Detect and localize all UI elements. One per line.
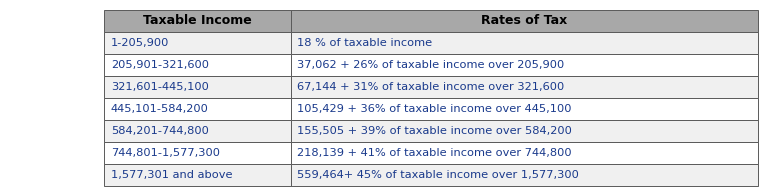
Text: Rates of Tax: Rates of Tax — [481, 14, 567, 27]
Text: 105,429 + 36% of taxable income over 445,100: 105,429 + 36% of taxable income over 445… — [297, 104, 571, 114]
Text: Taxable Income: Taxable Income — [143, 14, 252, 27]
Text: 18 % of taxable income: 18 % of taxable income — [297, 38, 432, 48]
Bar — [291, 98, 758, 120]
Text: 584,201-744,800: 584,201-744,800 — [111, 126, 209, 136]
Bar — [291, 142, 758, 164]
Bar — [291, 32, 758, 54]
Bar — [291, 10, 758, 32]
Bar — [291, 120, 758, 142]
Bar — [104, 142, 291, 164]
Text: 67,144 + 31% of taxable income over 321,600: 67,144 + 31% of taxable income over 321,… — [297, 82, 564, 92]
Text: 321,601-445,100: 321,601-445,100 — [111, 82, 209, 92]
Bar — [104, 98, 291, 120]
Bar — [104, 164, 291, 186]
Bar — [291, 54, 758, 76]
Bar — [104, 120, 291, 142]
Text: 445,101-584,200: 445,101-584,200 — [111, 104, 209, 114]
Text: 155,505 + 39% of taxable income over 584,200: 155,505 + 39% of taxable income over 584… — [297, 126, 572, 136]
Text: 744,801-1,577,300: 744,801-1,577,300 — [111, 148, 220, 158]
Text: 37,062 + 26% of taxable income over 205,900: 37,062 + 26% of taxable income over 205,… — [297, 60, 564, 70]
Text: 1-205,900: 1-205,900 — [111, 38, 169, 48]
Text: 559,464+ 45% of taxable income over 1,577,300: 559,464+ 45% of taxable income over 1,57… — [297, 170, 579, 180]
Bar — [104, 10, 291, 32]
Text: 218,139 + 41% of taxable income over 744,800: 218,139 + 41% of taxable income over 744… — [297, 148, 572, 158]
Text: 1,577,301 and above: 1,577,301 and above — [111, 170, 233, 180]
Bar — [291, 76, 758, 98]
Bar — [104, 54, 291, 76]
Text: 205,901-321,600: 205,901-321,600 — [111, 60, 209, 70]
Bar — [291, 164, 758, 186]
Bar — [104, 32, 291, 54]
Bar — [104, 76, 291, 98]
